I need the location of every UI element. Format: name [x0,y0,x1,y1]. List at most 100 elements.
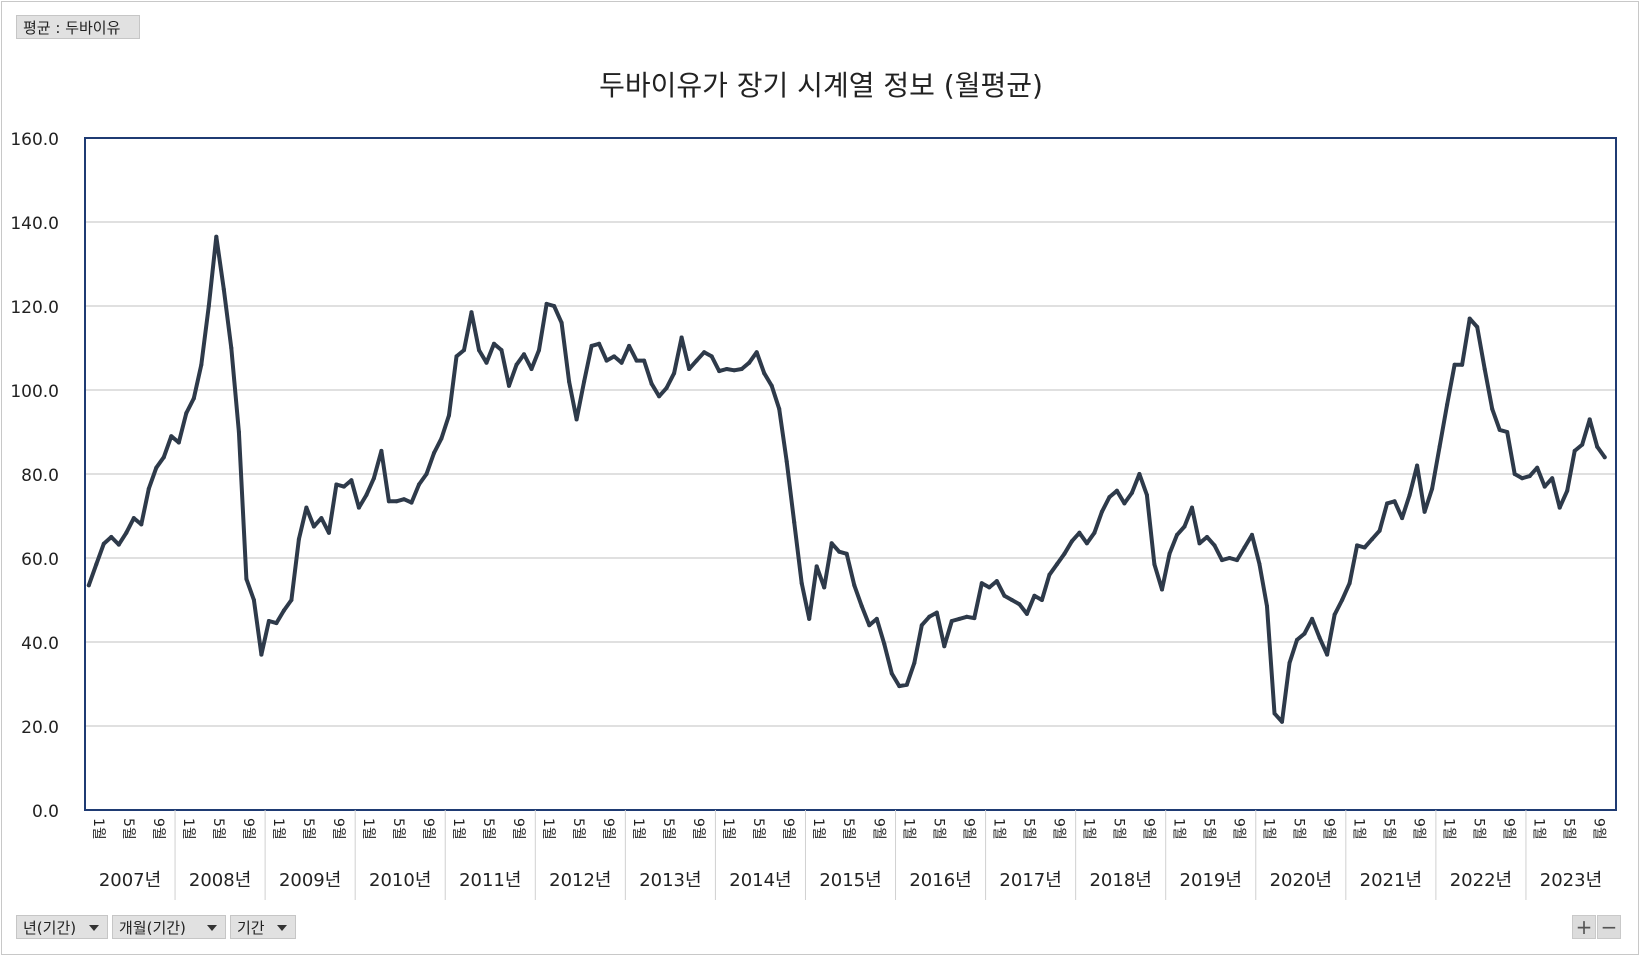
month-tick-label: 5월 [480,818,496,840]
period-field-label: 기간 [237,919,265,937]
data-point [912,661,917,665]
data-point [559,320,564,325]
data-point [1460,362,1465,367]
year-field-label: 년(기간) [23,919,77,937]
month-tick-label: 9월 [1591,818,1607,840]
data-point [1550,476,1555,481]
month-tick-label: 9월 [1321,818,1337,840]
data-point [1452,362,1457,367]
year-label: 2020년 [1270,870,1332,891]
data-point [1497,427,1502,432]
data-point [1017,602,1022,607]
data-point [326,530,331,535]
data-point [679,335,684,340]
year-field-button[interactable]: 년(기간) [16,915,108,939]
data-point [874,616,879,621]
data-point [1475,325,1480,329]
data-point [1175,532,1179,537]
month-tick-label: 9월 [150,818,166,840]
filter-label: 평균 : 두바이유 [23,19,121,37]
month-tick-label: 1월 [1531,818,1547,840]
month-tick-label: 9월 [330,818,346,840]
month-tick-label: 9월 [510,818,526,840]
data-point [266,619,271,623]
data-point [131,516,136,521]
month-tick-label: 5월 [210,818,226,840]
data-point [972,616,977,621]
period-dropdown-icon[interactable] [277,925,287,931]
data-point [1009,598,1014,602]
data-point [1242,545,1247,550]
data-point [1557,505,1562,510]
year-dropdown-icon[interactable] [89,925,99,931]
data-point [942,644,947,649]
period-field-button[interactable]: 기간 [230,915,296,939]
data-point [356,505,361,510]
data-point [1422,509,1427,514]
data-point [1167,551,1172,556]
data-point [1340,598,1345,602]
data-point [1512,472,1517,476]
data-point [1595,444,1600,449]
y-tick-label: 120.0 [10,298,59,318]
data-point [296,537,301,542]
month-tick-label: 5월 [1020,818,1036,840]
year-label: 2007년 [99,870,161,891]
data-point [567,379,572,384]
data-point [814,564,819,569]
month-dropdown-icon[interactable] [207,925,217,931]
month-tick-label: 1월 [810,818,826,840]
data-point [589,343,594,348]
data-point [221,287,226,292]
data-point [169,434,174,439]
month-tick-label: 5월 [660,818,676,840]
data-point [341,484,346,489]
data-point [522,352,526,357]
year-label: 2010년 [369,870,431,891]
filter-field-button[interactable]: 평균 : 두바이유 [16,15,140,39]
data-point [927,614,932,619]
month-field-label: 개월(기간) [119,919,186,937]
data-point [634,358,639,363]
month-field-button[interactable]: 개월(기간) [112,915,226,939]
data-point [544,301,549,306]
data-point [1377,528,1382,533]
data-point [454,354,459,359]
data-point [627,343,632,348]
month-tick-label: 9월 [600,818,616,840]
data-point [244,577,249,581]
data-point [514,362,519,367]
year-label: 2013년 [639,870,701,891]
month-tick-label: 9월 [690,818,706,840]
data-point [612,354,617,359]
year-label: 2014년 [729,870,791,891]
data-point [619,360,624,365]
month-tick-label: 1월 [630,818,646,840]
data-point [919,623,924,628]
data-point [1152,562,1157,567]
data-point [1047,572,1052,577]
data-point [139,522,144,527]
data-point [371,476,376,481]
month-tick-label: 9월 [240,818,256,840]
month-tick-label: 1월 [360,818,376,840]
data-point [807,616,812,621]
y-tick-label: 140.0 [10,214,59,234]
data-point [274,621,279,626]
data-point [447,413,451,418]
data-point [1137,472,1142,476]
data-point [1220,558,1224,563]
year-label: 2008년 [189,870,251,891]
data-point [1467,316,1472,321]
data-point [116,542,121,547]
expand-button[interactable]: + [1572,915,1596,939]
data-point [717,369,722,374]
data-point [1332,612,1337,617]
data-point [1272,711,1277,716]
data-point [732,368,737,373]
data-point [1257,562,1262,567]
collapse-button[interactable]: − [1597,915,1621,939]
data-point [537,348,541,353]
data-point [424,472,429,476]
month-tick-label: 9월 [780,818,796,840]
